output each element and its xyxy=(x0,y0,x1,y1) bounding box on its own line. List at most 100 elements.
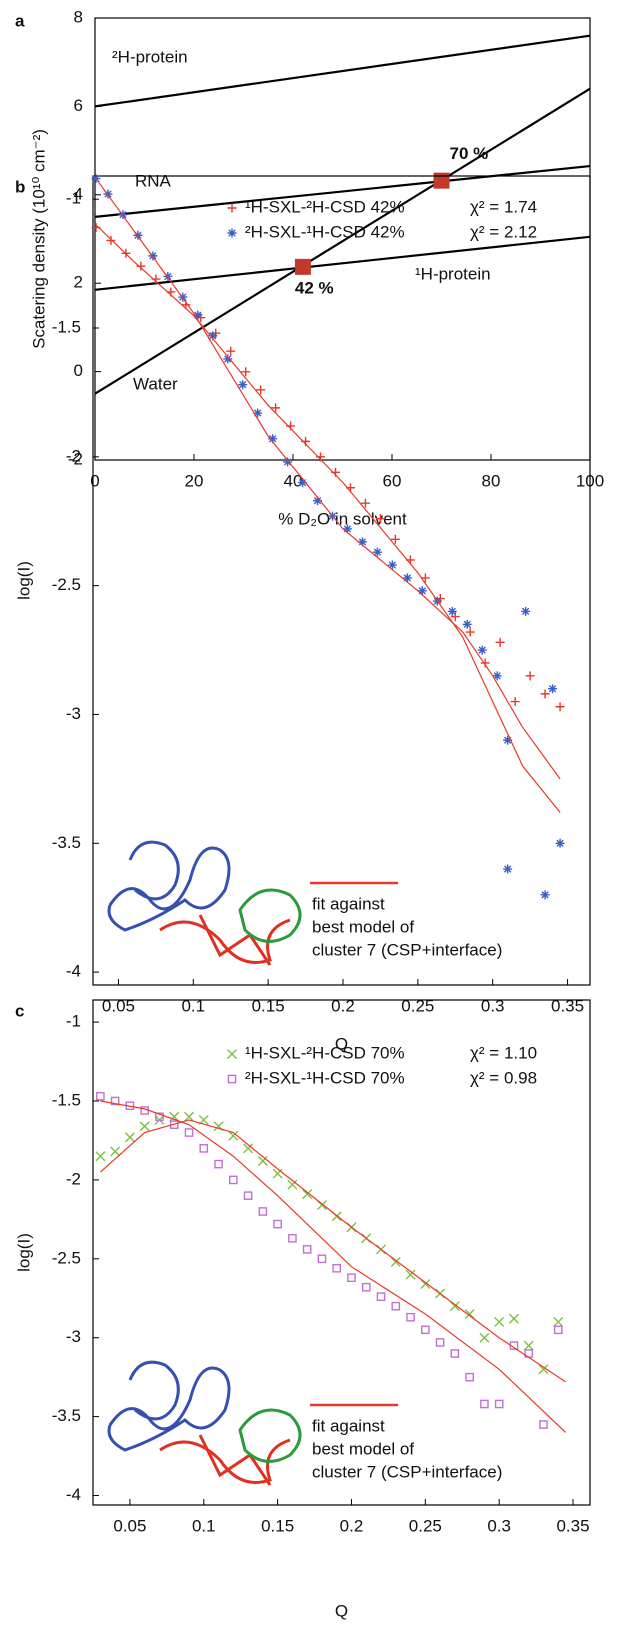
y-tick-label: -2.5 xyxy=(52,1248,81,1267)
x-tick-label: 0.05 xyxy=(102,996,135,1015)
y-tick-label: -3.5 xyxy=(52,1406,81,1425)
data-point xyxy=(479,1332,490,1343)
data-point xyxy=(243,1191,253,1200)
data-point xyxy=(417,586,427,596)
annotation: cluster 7 (CSP+interface) xyxy=(312,1462,502,1481)
data-point xyxy=(538,1364,549,1375)
data-point xyxy=(510,697,520,707)
y-tick-label: 0 xyxy=(74,361,83,380)
data-point xyxy=(124,1132,135,1143)
legend-marker xyxy=(227,1074,237,1084)
data-point xyxy=(553,1316,564,1327)
y-axis-label: log(I) xyxy=(14,561,33,600)
panel-label: b xyxy=(15,177,25,196)
data-point xyxy=(148,251,158,261)
data-point xyxy=(480,1399,489,1409)
y-tick-label: 2 xyxy=(74,273,83,292)
intersection-marker xyxy=(294,258,311,275)
data-point xyxy=(435,1338,445,1347)
data-point xyxy=(273,1219,282,1229)
data-point xyxy=(342,524,352,534)
panel-label: a xyxy=(15,11,25,30)
y-tick-label: -2 xyxy=(66,1169,81,1188)
legend-chi2: χ² = 2.12 xyxy=(470,222,537,241)
data-point xyxy=(390,534,400,544)
data-point xyxy=(447,606,457,616)
data-point xyxy=(214,1159,223,1169)
y-tick-label: -2 xyxy=(66,446,81,465)
annotation: fit against xyxy=(312,894,385,913)
data-point xyxy=(420,1279,431,1290)
data-point xyxy=(347,1273,356,1283)
x-axis-label: Q xyxy=(335,1034,348,1053)
data-point xyxy=(155,1112,164,1122)
data-point xyxy=(91,174,101,184)
data-point xyxy=(199,1144,209,1153)
data-point xyxy=(139,1121,150,1132)
x-tick-label: 0 xyxy=(90,471,99,490)
legend-label: ²H-SXL-¹H-CSD 42% xyxy=(245,222,405,241)
legend-chi2: χ² = 1.74 xyxy=(470,197,537,216)
data-point xyxy=(95,1151,106,1162)
data-point xyxy=(287,1179,298,1190)
data-point xyxy=(521,606,531,616)
intersection-label: 70 % xyxy=(450,144,489,163)
x-tick-label: 0.1 xyxy=(192,1516,216,1535)
data-point xyxy=(103,189,113,199)
annotation: fit against xyxy=(312,1416,385,1435)
x-tick-label: 0.15 xyxy=(261,1516,294,1535)
legend-marker xyxy=(227,203,237,213)
data-point xyxy=(464,1309,475,1320)
data-point xyxy=(555,838,565,848)
data-point xyxy=(523,1340,534,1351)
data-point xyxy=(243,1143,254,1154)
x-axis-label: Q xyxy=(335,1601,348,1620)
y-tick-label: 8 xyxy=(74,7,83,26)
data-point xyxy=(332,1263,341,1273)
data-point xyxy=(110,1146,121,1157)
intersection-marker xyxy=(433,172,450,189)
data-point xyxy=(553,1325,563,1335)
panel-label: c xyxy=(15,1001,24,1020)
x-tick-label: 40 xyxy=(284,471,303,490)
line xyxy=(94,164,591,218)
y-tick-label: -1.5 xyxy=(52,1090,81,1109)
data-point xyxy=(357,537,367,547)
data-point xyxy=(548,684,558,694)
data-point xyxy=(539,1420,548,1429)
x-tick-label: 20 xyxy=(185,471,204,490)
data-point xyxy=(465,1372,474,1382)
data-point xyxy=(256,385,266,395)
x-tick-label: 0.3 xyxy=(481,996,505,1015)
data-point xyxy=(184,1111,194,1122)
y-tick-label: -3 xyxy=(66,704,81,723)
y-tick-label: -2.5 xyxy=(52,575,81,594)
data-point xyxy=(375,514,385,524)
legend-marker xyxy=(227,228,237,238)
y-tick-label: -1.5 xyxy=(52,317,81,336)
data-point xyxy=(184,1128,194,1137)
data-point xyxy=(288,1233,297,1243)
data-point xyxy=(226,346,236,356)
data-point xyxy=(361,1282,371,1292)
legend-chi2: χ² = 0.98 xyxy=(470,1068,537,1087)
data-point xyxy=(169,1111,180,1122)
y-axis-label: log(I) xyxy=(14,1233,33,1272)
data-point xyxy=(223,354,233,364)
data-point xyxy=(492,671,502,681)
line xyxy=(94,34,591,108)
y-tick-label: -3 xyxy=(66,1327,81,1346)
x-tick-label: 0.1 xyxy=(181,996,205,1015)
data-point xyxy=(258,1207,268,1216)
data-point xyxy=(495,637,505,647)
data-point xyxy=(406,1312,415,1322)
y-tick-label: -1 xyxy=(66,1012,81,1031)
x-tick-label: 0.2 xyxy=(331,996,355,1015)
data-point xyxy=(272,1168,283,1179)
data-point xyxy=(133,230,143,240)
data-point xyxy=(449,1301,460,1312)
plot-frame xyxy=(92,999,591,1506)
legend-label: ¹H-SXL-²H-CSD 70% xyxy=(245,1043,405,1062)
data-point xyxy=(508,1313,519,1324)
